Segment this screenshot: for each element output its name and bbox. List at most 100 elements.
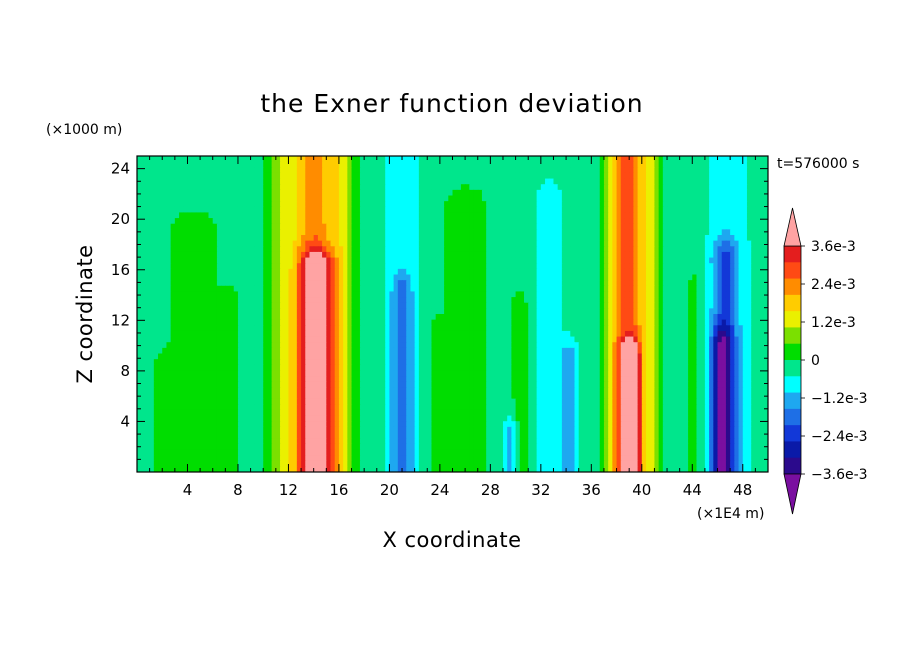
heatmap-cell [469, 297, 475, 304]
heatmap-cell [624, 308, 630, 315]
heatmap-cell [456, 218, 462, 225]
heatmap-cell [713, 263, 719, 270]
heatmap-cell [507, 218, 512, 225]
heatmap-cell [675, 201, 681, 208]
heatmap-cell [498, 161, 504, 168]
heatmap-cell [704, 246, 710, 253]
heatmap-cell [149, 251, 155, 259]
heatmap-cell [263, 325, 269, 332]
heatmap-cell [528, 280, 534, 287]
heatmap-cell [637, 240, 643, 247]
heatmap-cell [460, 314, 466, 321]
heatmap-cell [242, 240, 247, 247]
heatmap-cell [570, 291, 576, 298]
heatmap-cell [717, 240, 723, 247]
heatmap-cell [545, 268, 550, 276]
heatmap-cell [490, 308, 496, 315]
heatmap-cell [195, 223, 201, 230]
heatmap-cell [566, 257, 571, 264]
heatmap-cell [229, 330, 235, 338]
heatmap-cell [355, 302, 361, 309]
heatmap-cell [275, 189, 281, 197]
heatmap-cell [612, 172, 618, 180]
heatmap-cell [242, 172, 247, 180]
heatmap-cell [418, 319, 424, 326]
heatmap-cell [553, 297, 559, 304]
heatmap-cell [347, 325, 353, 332]
heatmap-cell [515, 178, 521, 185]
heatmap-cell [141, 291, 147, 298]
heatmap-cell [738, 184, 744, 191]
heatmap-cell [469, 195, 475, 202]
heatmap-cell [309, 308, 315, 315]
heatmap-cell [364, 263, 369, 270]
heatmap-cell [654, 161, 660, 168]
heatmap-cell [759, 246, 765, 253]
heatmap-cell [250, 178, 256, 185]
heatmap-cell [730, 223, 735, 230]
heatmap-cell [700, 206, 706, 214]
heatmap-cell [498, 212, 504, 219]
heatmap-cell [368, 195, 374, 202]
heatmap-cell [553, 285, 559, 293]
heatmap-cell [587, 161, 592, 168]
heatmap-cell [650, 336, 656, 343]
heatmap-cell [233, 201, 239, 208]
heatmap-cell [237, 172, 243, 180]
heatmap-cell [519, 308, 525, 315]
heatmap-cell [620, 195, 626, 202]
heatmap-cell [637, 172, 643, 180]
heatmap-cell [633, 246, 639, 253]
heatmap-cell [490, 184, 496, 191]
heatmap-cell [742, 161, 748, 168]
heatmap-cell [465, 184, 470, 191]
heatmap-cell [258, 223, 264, 230]
heatmap-cell [519, 302, 525, 309]
heatmap-cell [322, 229, 327, 236]
heatmap-cell [246, 297, 252, 304]
heatmap-cell [549, 336, 555, 343]
heatmap-cell [326, 263, 332, 270]
heatmap-cell [460, 280, 466, 287]
heatmap-cell [296, 251, 302, 259]
heatmap-cell [313, 325, 319, 332]
heatmap-cell [296, 263, 302, 270]
heatmap-cell [179, 167, 184, 174]
heatmap-cell [709, 330, 714, 338]
heatmap-cell [700, 330, 706, 338]
heatmap-cell [204, 319, 210, 326]
heatmap-cell [641, 212, 647, 219]
heatmap-cell [317, 302, 323, 309]
heatmap-cell [322, 330, 327, 338]
heatmap-cell [553, 274, 559, 281]
heatmap-cell [763, 314, 768, 321]
heatmap-cell [204, 189, 210, 197]
heatmap-cell [667, 319, 672, 326]
heatmap-cell [359, 156, 365, 163]
heatmap-cell [473, 263, 479, 270]
heatmap-cell [174, 302, 180, 309]
heatmap-cell [292, 240, 298, 247]
heatmap-cell [646, 285, 651, 293]
heatmap-cell [553, 325, 559, 332]
heatmap-cell [271, 212, 277, 219]
heatmap-cell [515, 184, 521, 191]
heatmap-cell [444, 336, 449, 343]
heatmap-cell [162, 156, 168, 163]
heatmap-cell [524, 308, 529, 315]
heatmap-cell [200, 218, 205, 225]
heatmap-cell [372, 302, 378, 309]
heatmap-cell [595, 257, 601, 264]
heatmap-cell [675, 161, 681, 168]
heatmap-cell [646, 319, 651, 326]
heatmap-cell [460, 302, 466, 309]
heatmap-cell [271, 330, 277, 338]
heatmap-cell [288, 251, 294, 259]
heatmap-cell [696, 178, 702, 185]
heatmap-cell [174, 167, 180, 174]
heatmap-cell [183, 178, 189, 185]
heatmap-cell [734, 314, 740, 321]
heatmap-cell [498, 167, 504, 174]
heatmap-cell [402, 167, 407, 174]
heatmap-cell [431, 336, 437, 343]
